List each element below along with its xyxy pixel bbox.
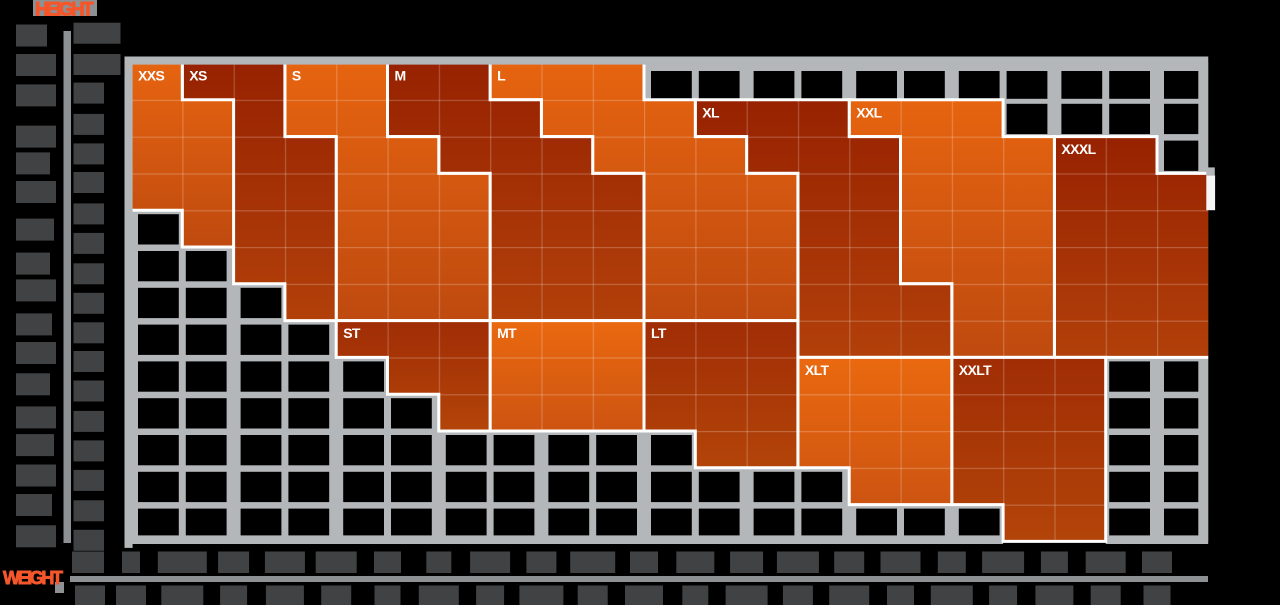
svg-text:MT: MT (497, 325, 517, 341)
svg-text:XXS: XXS (138, 68, 164, 84)
svg-text:HEIGHT: HEIGHT (35, 0, 94, 21)
svg-text:LT: LT (651, 325, 667, 341)
svg-text:XS: XS (189, 68, 207, 84)
svg-text:XXL: XXL (856, 104, 882, 120)
svg-text:M: M (395, 68, 406, 84)
svg-text:L: L (497, 68, 506, 84)
svg-text:XXXL: XXXL (1061, 141, 1096, 157)
svg-text:XLT: XLT (805, 362, 830, 378)
svg-text:ST: ST (343, 325, 361, 341)
svg-text:S: S (292, 68, 301, 84)
svg-text:XXLT: XXLT (959, 362, 992, 378)
svg-text:WEIGHT: WEIGHT (3, 568, 63, 588)
svg-text:XL: XL (702, 104, 720, 120)
